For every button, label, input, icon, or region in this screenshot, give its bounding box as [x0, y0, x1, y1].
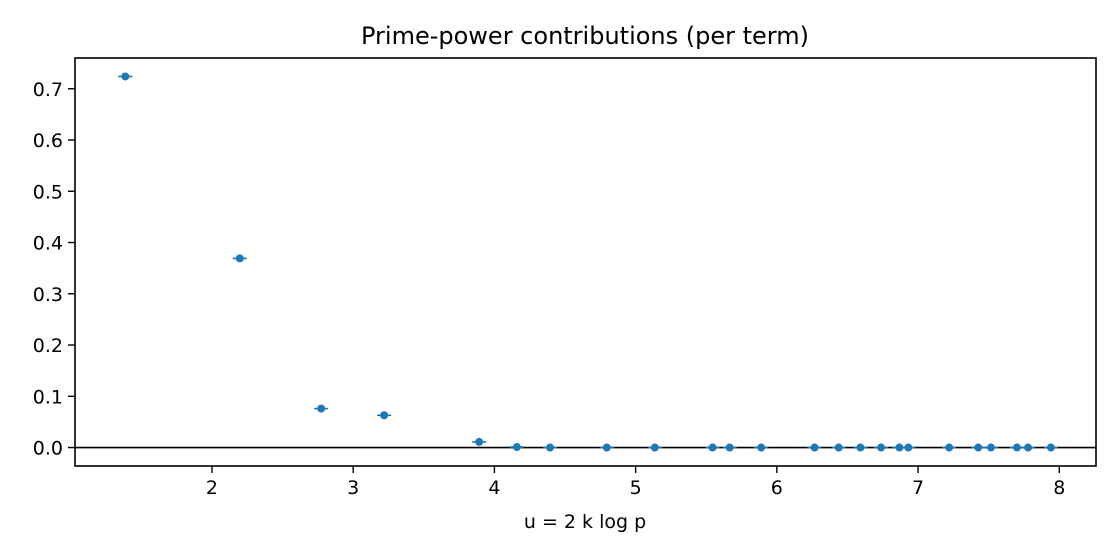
point-marker	[380, 411, 389, 420]
x-tick-label: 5	[630, 477, 642, 499]
point-marker	[810, 443, 819, 452]
x-tick-label: 6	[771, 477, 783, 499]
point-marker	[974, 443, 983, 452]
point-marker	[235, 254, 244, 263]
data-point	[472, 437, 487, 446]
point-marker	[877, 443, 886, 452]
data-point	[118, 72, 133, 81]
y-tick-label: 0.7	[33, 79, 63, 101]
point-marker	[986, 443, 995, 452]
point-marker	[650, 443, 659, 452]
data-point	[853, 443, 868, 452]
data-point	[543, 443, 558, 452]
data-point	[754, 443, 769, 452]
point-marker	[1046, 443, 1055, 452]
y-tick-label: 0.4	[33, 233, 63, 255]
chart-title: Prime-power contributions (per term)	[361, 22, 809, 50]
y-tick-label: 0.1	[33, 386, 63, 408]
point-marker	[512, 443, 521, 452]
point-marker	[1024, 443, 1033, 452]
point-marker	[856, 443, 865, 452]
point-marker	[904, 443, 913, 452]
x-tick-label: 8	[1053, 477, 1065, 499]
data-point	[509, 443, 524, 452]
y-tick-label: 0.2	[33, 335, 63, 357]
point-marker	[475, 437, 484, 446]
point-marker	[317, 404, 326, 413]
data-point	[599, 443, 614, 452]
x-tick-label: 3	[347, 477, 359, 499]
data-points	[118, 72, 1058, 452]
point-marker	[725, 443, 734, 452]
point-marker	[121, 72, 130, 81]
point-marker	[546, 443, 555, 452]
data-point	[377, 411, 392, 420]
y-tick-label: 0.0	[33, 438, 63, 460]
point-marker	[1012, 443, 1021, 452]
axis-ticks: 2 3 4 5 6 7 8 0.0 0.1 0.2 0.3 0.4 0.5 0.6 0.7	[33, 79, 1066, 499]
data-point	[942, 443, 957, 452]
plot-frame	[74, 57, 1097, 467]
point-marker	[602, 443, 611, 452]
x-tick-label: 4	[488, 477, 500, 499]
x-tick-label: 7	[912, 477, 924, 499]
y-tick-label: 0.5	[33, 181, 63, 203]
data-point	[874, 443, 889, 452]
point-marker	[945, 443, 954, 452]
y-tick-label: 0.3	[33, 284, 63, 306]
data-point	[983, 443, 998, 452]
data-point	[705, 443, 720, 452]
data-point	[314, 404, 329, 413]
point-marker	[708, 443, 717, 452]
data-point	[807, 443, 822, 452]
data-point	[971, 443, 986, 452]
data-point	[1043, 443, 1058, 452]
data-point	[901, 443, 916, 452]
data-point	[722, 443, 737, 452]
data-point	[232, 254, 247, 263]
x-axis-label: u = 2 k log p	[524, 511, 646, 533]
point-marker	[757, 443, 766, 452]
data-point	[831, 443, 846, 452]
x-tick-label: 2	[206, 477, 218, 499]
point-marker	[895, 443, 904, 452]
y-tick-label: 0.6	[33, 130, 63, 152]
data-point	[647, 443, 662, 452]
point-marker	[834, 443, 843, 452]
data-point	[1021, 443, 1036, 452]
